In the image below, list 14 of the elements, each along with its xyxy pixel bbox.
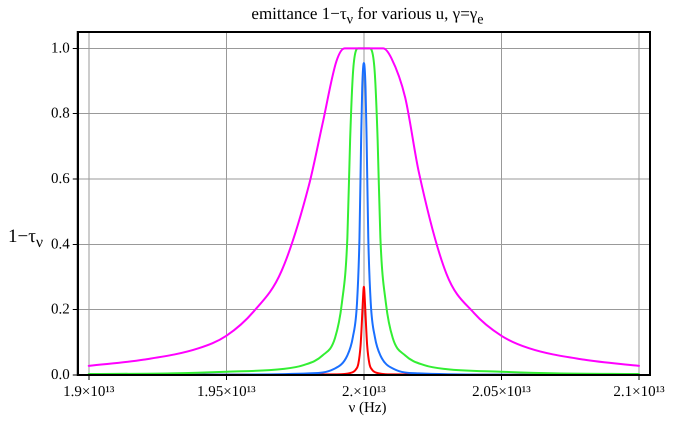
y-tick-label: 0.4 [51, 236, 70, 252]
y-tick-label: 0.6 [51, 170, 70, 187]
x-axis-title: ν (Hz) [347, 400, 388, 417]
x-tick-label: 2.×10¹³ [342, 384, 386, 400]
x-tick-label: 2.05×10¹³ [472, 384, 532, 400]
y-tick-label: 0.8 [51, 106, 70, 122]
y-tick-label: 1.0 [51, 40, 70, 56]
y-tick-label: 0.2 [51, 302, 70, 318]
y-tick-label: 0.0 [51, 366, 70, 383]
y-axis-title: 1−τ$_{ν}$ [8, 226, 44, 252]
chart-title: emittance 1−τ$_{ν}$ for various u, γ=γ$_{e}$ [250, 4, 485, 28]
x-tick-label: 1.95×10¹³ [196, 384, 256, 400]
x-tick-label: 2.1×10¹³ [613, 384, 666, 400]
x-tick-label: 1.9×10¹³ [63, 384, 115, 400]
